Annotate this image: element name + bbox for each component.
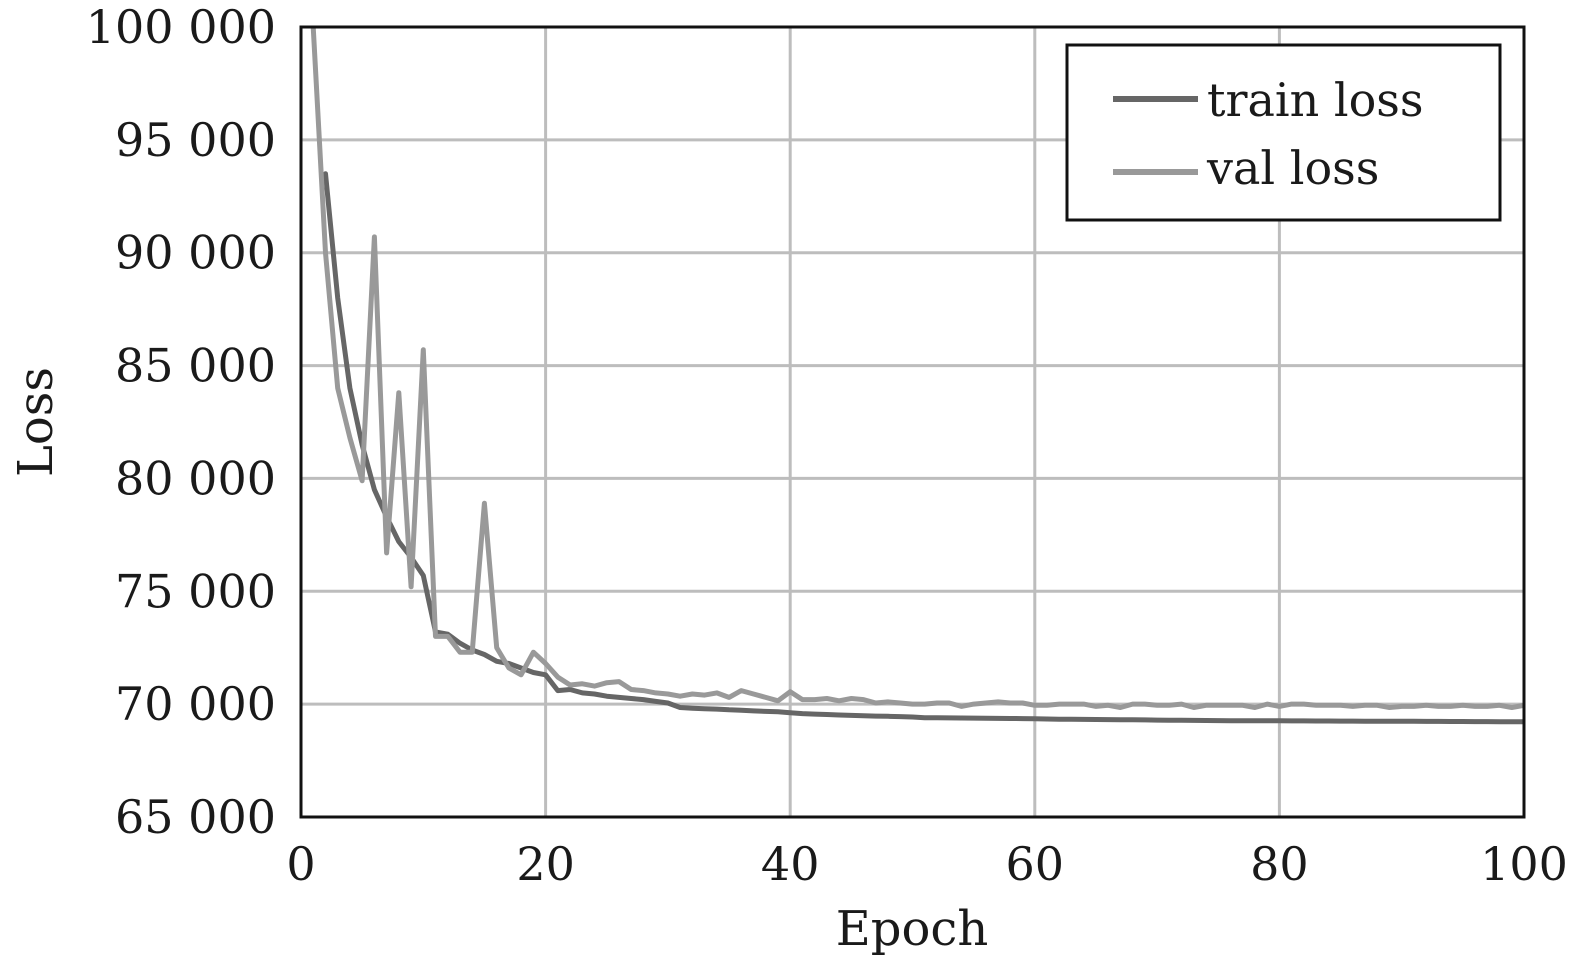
series-line-val-loss xyxy=(310,27,1524,710)
x-tick-label: 80 xyxy=(1250,837,1309,891)
legend-box xyxy=(1065,43,1502,222)
legend-label-train-loss: train loss xyxy=(1207,73,1423,127)
y-axis-title: Loss xyxy=(8,367,64,477)
legend-label-val-loss: val loss xyxy=(1206,141,1379,195)
x-axis-title: Epoch xyxy=(836,901,988,957)
y-tick-label: 70 000 xyxy=(115,677,276,731)
series-line-train-loss xyxy=(323,171,1524,725)
y-tick-label: 90 000 xyxy=(115,226,276,280)
y-tick-label: 75 000 xyxy=(115,564,276,618)
legend: train loss val loss xyxy=(1065,43,1502,222)
series-group xyxy=(310,27,1524,725)
plot-frame xyxy=(299,25,1526,819)
y-tick-label: 80 000 xyxy=(115,451,276,505)
x-tick-label: 100 xyxy=(1480,837,1568,891)
x-tick-label: 0 xyxy=(286,837,315,891)
tick-labels: 0 20 40 60 80 100 65 000 70 000 75 000 80 000 85 0… xyxy=(86,0,1568,891)
x-tick-label: 60 xyxy=(1006,837,1065,891)
y-tick-label: 95 000 xyxy=(115,113,276,167)
y-tick-label: 65 000 xyxy=(115,790,276,844)
y-tick-label: 100 000 xyxy=(86,0,276,54)
y-tick-label: 85 000 xyxy=(115,339,276,393)
x-tick-label: 20 xyxy=(516,837,575,891)
x-tick-label: 40 xyxy=(761,837,820,891)
